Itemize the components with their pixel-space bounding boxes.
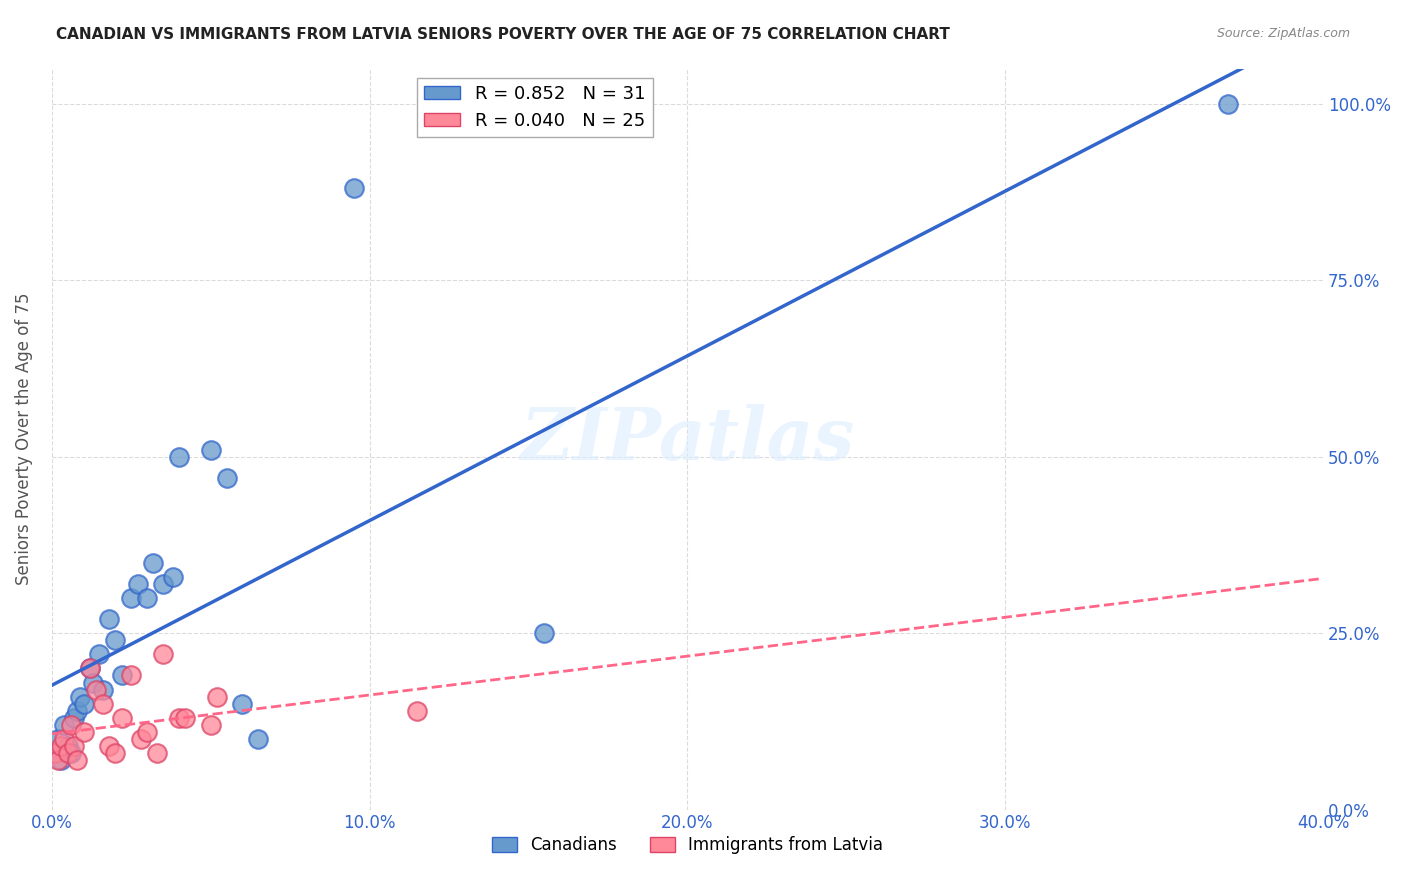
Point [162, 569, 184, 583]
Point [136, 725, 159, 739]
Text: CANADIAN VS IMMIGRANTS FROM LATVIA SENIORS POVERTY OVER THE AGE OF 75 CORRELATIO: CANADIAN VS IMMIGRANTS FROM LATVIA SENIO… [56, 27, 950, 42]
Point [66, 704, 89, 718]
Point [63, 739, 86, 753]
Point [142, 556, 165, 570]
Point [231, 697, 253, 711]
Point [46, 731, 69, 746]
Point [79, 661, 101, 675]
Point [104, 746, 127, 760]
Point [72, 697, 94, 711]
Point [343, 181, 366, 195]
Point [72, 725, 94, 739]
Legend: R = 0.852   N = 31, R = 0.040   N = 25: R = 0.852 N = 31, R = 0.040 N = 25 [418, 78, 652, 137]
Point [120, 668, 142, 682]
Point [59, 718, 82, 732]
Point [152, 647, 174, 661]
Point [152, 576, 174, 591]
Point [247, 731, 270, 746]
Point [56, 739, 79, 753]
Point [120, 591, 142, 605]
Text: ZIPatlas: ZIPatlas [520, 403, 855, 475]
Point [127, 576, 149, 591]
Point [97, 612, 120, 626]
Text: Source: ZipAtlas.com: Source: ZipAtlas.com [1216, 27, 1350, 40]
Point [406, 704, 429, 718]
Point [104, 633, 127, 648]
Point [167, 711, 190, 725]
Point [51, 739, 73, 753]
Point [215, 471, 238, 485]
Point [53, 731, 76, 746]
Point [44, 746, 66, 760]
Point [174, 711, 197, 725]
Point [56, 746, 79, 760]
Point [82, 675, 104, 690]
Point [111, 711, 134, 725]
Point [53, 718, 76, 732]
Point [111, 668, 134, 682]
Point [533, 626, 555, 640]
Y-axis label: Seniors Poverty Over the Age of 75: Seniors Poverty Over the Age of 75 [15, 293, 32, 585]
Point [69, 690, 91, 704]
Point [1216, 96, 1239, 111]
Point [200, 442, 222, 457]
Point [79, 661, 101, 675]
Point [89, 647, 111, 661]
Point [136, 591, 159, 605]
Point [129, 731, 152, 746]
Point [91, 682, 114, 697]
Point [91, 697, 114, 711]
Point [59, 746, 82, 760]
Point [66, 753, 89, 767]
Point [84, 682, 107, 697]
Point [205, 690, 228, 704]
Point [46, 753, 69, 767]
Point [63, 711, 86, 725]
Point [51, 753, 73, 767]
Point [145, 746, 167, 760]
Point [167, 450, 190, 464]
Point [44, 746, 66, 760]
Point [97, 739, 120, 753]
Point [200, 718, 222, 732]
